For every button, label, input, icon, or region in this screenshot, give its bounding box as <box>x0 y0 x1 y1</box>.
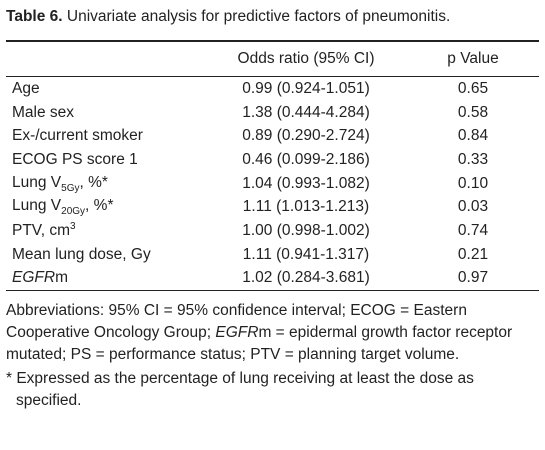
p-value: 0.03 <box>457 198 489 216</box>
label-text: Lung V <box>12 173 62 191</box>
odds-ratio: 1.02 (0.284-3.681) <box>242 269 370 287</box>
label-text: PTV, cm <box>12 222 70 240</box>
table-body: Age 0.99 (0.924-1.051) 0.65 Male sex 1.38 (… <box>6 77 539 291</box>
row: Mean lung dose, Gy 1.11 (0.941-1.317) 0.21 <box>6 243 539 267</box>
header-cell: Odds ratio (95% CI) <box>205 41 407 77</box>
table-number: Table 6. <box>6 8 63 25</box>
label: Mean lung dose, Gy <box>6 243 205 267</box>
row: Male sex 1.38 (0.444-4.284) 0.58 <box>6 101 539 125</box>
label: Ex-/current smoker <box>6 124 205 148</box>
label: EGFRm <box>6 267 205 291</box>
label-text: Mean lung dose, Gy <box>12 245 151 263</box>
p-value: 0.58 <box>457 103 489 121</box>
label-text: Ex-/current smoker <box>12 127 143 145</box>
odds-ratio: 1.11 (1.013-1.213) <box>242 198 370 216</box>
p-value: 0.33 <box>457 150 489 168</box>
p-value: 0.84 <box>457 127 489 145</box>
p-value: 0.21 <box>457 245 489 263</box>
label: ECOG PS score 1 <box>6 148 205 172</box>
label-text: m <box>55 269 68 287</box>
row: Lung V20Gy, %* 1.11 (1.013-1.213) 0.03 <box>6 195 539 219</box>
odds-ratio: 1.04 (0.993-1.082) <box>242 174 370 192</box>
superscript: 3 <box>70 221 76 233</box>
label-text: , %* <box>79 173 108 191</box>
italic-text: EGFR <box>12 269 56 287</box>
italic-text: EGFR <box>215 324 259 341</box>
label-text: Lung V <box>12 197 62 215</box>
p-value: 0.97 <box>457 269 489 287</box>
label-text: Male sex <box>12 103 75 121</box>
row: PTV, cm3 1.00 (0.998-1.002) 0.74 <box>6 219 539 243</box>
label-text: Age <box>12 79 40 97</box>
row: ECOG PS score 1 0.46 (0.099-2.186) 0.33 <box>6 148 539 172</box>
title-text: Univariate analysis for predictive facto… <box>66 8 451 25</box>
asterisk-note: * Expressed as the percentage of lung re… <box>6 370 474 409</box>
subscript: 20Gy <box>61 206 86 218</box>
label: Age <box>6 77 205 101</box>
row: EGFRm 1.02 (0.284-3.681) 0.97 <box>6 267 539 291</box>
table-title: Table 6. Univariate analysis for predict… <box>6 8 450 26</box>
abbreviations: Abbreviations: 95% CI = 95% confidence i… <box>6 300 541 366</box>
footnote-text: m = epidermal growth factor receptor mut… <box>6 324 513 363</box>
odds-ratio: 1.00 (0.998-1.002) <box>242 221 370 239</box>
p-value: 0.10 <box>457 174 489 192</box>
p-value: 0.74 <box>457 221 489 239</box>
row: Lung V5Gy, %* 1.04 (0.993-1.082) 0.10 <box>6 172 539 196</box>
odds-ratio: 1.38 (0.444-4.284) <box>242 103 370 121</box>
label: Lung V20Gy, %* <box>6 195 205 219</box>
footnotes: Abbreviations: 95% CI = 95% confidence i… <box>6 300 541 412</box>
data-table: Odds ratio (95% CI) p Value Age 0.99 (0.9… <box>6 40 539 292</box>
row: Ex-/current smoker 0.89 (0.290-2.724) 0.84 <box>6 124 539 148</box>
label: Male sex <box>6 101 205 125</box>
header-row: Odds ratio (95% CI) p Value <box>6 41 539 77</box>
odds-ratio: 0.46 (0.099-2.186) <box>242 150 370 168</box>
odds-ratio: 1.11 (0.941-1.317) <box>242 245 370 263</box>
row: Age 0.99 (0.924-1.051) 0.65 <box>6 77 539 101</box>
header-cell: p Value <box>407 41 539 77</box>
odds-ratio: 0.99 (0.924-1.051) <box>242 79 370 97</box>
label-text: ECOG PS score 1 <box>12 150 138 168</box>
label-text: , %* <box>85 197 114 215</box>
header-cell <box>6 41 205 77</box>
label: Lung V5Gy, %* <box>6 172 205 196</box>
p-value: 0.65 <box>457 79 489 97</box>
footnote-text: Abbreviations: 95% CI = 95% confidence i… <box>6 302 467 341</box>
odds-ratio: 0.89 (0.290-2.724) <box>242 127 370 145</box>
subscript: 5Gy <box>61 182 80 194</box>
label: PTV, cm3 <box>6 219 205 243</box>
